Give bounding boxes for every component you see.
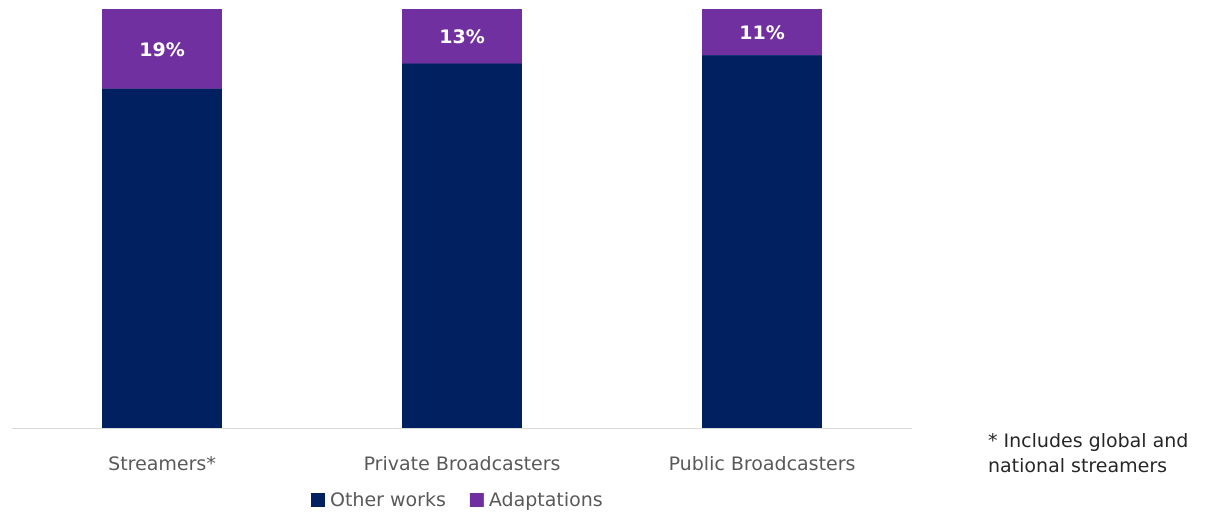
data-label: 11% [739, 22, 784, 44]
category-label: Private Broadcasters [364, 453, 561, 475]
bar-adaptations [702, 9, 822, 56]
category-label: Public Broadcasters [669, 453, 856, 475]
bar-other-works [702, 55, 822, 429]
category-label: Streamers* [108, 453, 216, 475]
legend: Other works Adaptations [311, 489, 603, 511]
legend-swatch [469, 493, 484, 507]
data-label: 13% [439, 26, 484, 48]
data-label: 19% [139, 39, 184, 61]
legend-swatch [311, 493, 325, 507]
legend-label: Adaptations [489, 489, 603, 511]
bar-other-works [102, 88, 222, 429]
legend-label: Other works [330, 489, 446, 511]
bar-adaptations [102, 9, 222, 89]
bar-adaptations [402, 9, 522, 64]
bar-other-works [402, 63, 522, 428]
footnote: * Includes global and national streamers [988, 430, 1189, 477]
